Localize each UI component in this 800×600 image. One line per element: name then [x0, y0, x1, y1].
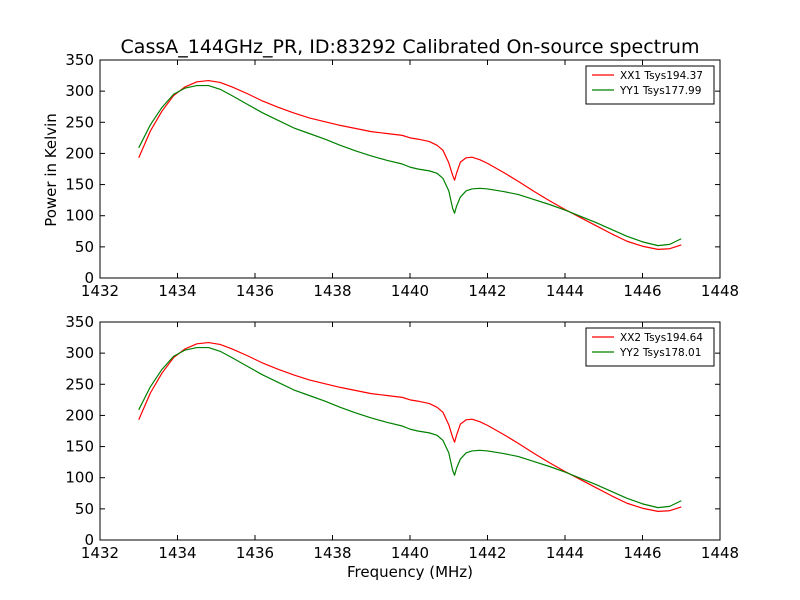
legend-box: [585, 65, 715, 105]
y-tick-label: 150: [65, 176, 94, 194]
legend-box: [585, 327, 715, 367]
x-tick-label: 1444: [546, 544, 584, 562]
x-tick-label: 1444: [546, 282, 584, 300]
x-tick-label: 1438: [313, 544, 351, 562]
y-tick-label: 250: [65, 113, 94, 131]
x-tick-label: 1442: [468, 282, 506, 300]
legend-entry: YY1 Tsys177.99: [619, 85, 701, 97]
x-tick-label: 1432: [81, 282, 119, 300]
x-tick-label: 1442: [468, 544, 506, 562]
y-tick-label: 150: [65, 438, 94, 456]
figure-title: CassA_144GHz_PR, ID:83292 Calibrated On-…: [121, 36, 700, 58]
y-tick-label: 300: [65, 82, 94, 100]
legend-entry: YY2 Tsys178.01: [619, 347, 701, 359]
x-tick-label: 1446: [623, 544, 661, 562]
y-tick-label: 250: [65, 375, 94, 393]
y-tick-label: 350: [65, 51, 94, 69]
x-tick-label: 1436: [236, 282, 274, 300]
x-tick-label: 1446: [623, 282, 661, 300]
series-line-yy: [138, 346, 682, 509]
x-tick-label: 1440: [391, 544, 429, 562]
legend: XX1 Tsys194.37 YY1 Tsys177.99: [585, 65, 715, 105]
y-tick-label: 350: [65, 313, 94, 331]
x-tick-label: 1440: [391, 282, 429, 300]
x-tick-label: 1434: [158, 544, 196, 562]
x-tick-label: 1448: [701, 544, 739, 562]
top-panel: 1432 1434 1436 1438 1440 1442 1444 1446 1448 0 50 1…: [65, 51, 739, 300]
y-tick-label: 200: [65, 144, 94, 162]
bottom-panel: 1432 1434 1436 1438 1440 1442 1444 1446 1448 0 50 1…: [65, 313, 739, 562]
y-axis-label: Power in Kelvin: [42, 113, 60, 227]
series-line-yy: [138, 84, 682, 247]
legend: XX2 Tsys194.64 YY2 Tsys178.01: [585, 327, 715, 367]
y-tick-label: 0: [84, 531, 94, 549]
x-tick-label: 1434: [158, 282, 196, 300]
y-tick-label: 0: [84, 269, 94, 287]
x-tick-label: 1438: [313, 282, 351, 300]
y-tick-label: 300: [65, 344, 94, 362]
x-tick-label: 1432: [81, 544, 119, 562]
x-axis-label: Frequency (MHz): [347, 563, 473, 581]
legend-entry: XX2 Tsys194.64: [620, 332, 703, 344]
y-tick-label: 50: [75, 500, 94, 518]
y-tick-label: 100: [65, 207, 94, 225]
x-tick-label: 1448: [701, 282, 739, 300]
y-tick-label: 200: [65, 406, 94, 424]
legend-entry: XX1 Tsys194.37: [620, 70, 703, 82]
y-tick-label: 50: [75, 238, 94, 256]
x-tick-label: 1436: [236, 544, 274, 562]
y-tick-label: 100: [65, 469, 94, 487]
